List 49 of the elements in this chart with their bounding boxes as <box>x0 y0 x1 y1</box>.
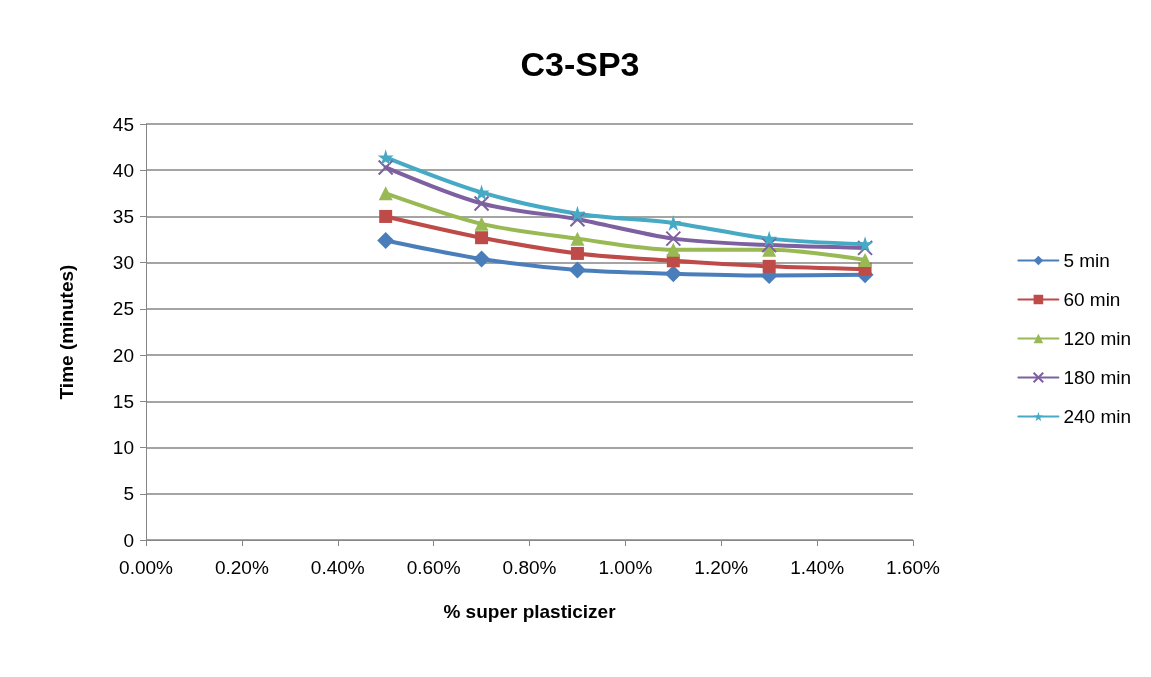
point <box>761 237 778 254</box>
legend-label: 60 min <box>1063 289 1121 310</box>
y-tick-label: 10 <box>112 437 134 459</box>
y-tick-label: 20 <box>112 344 134 366</box>
y-tick-label: 45 <box>112 113 134 135</box>
x-tick-label: 1.60% <box>886 557 941 578</box>
point <box>858 252 873 267</box>
point <box>570 246 584 260</box>
point <box>377 159 394 176</box>
x-tick-label: 0.60% <box>406 557 461 578</box>
point <box>377 231 395 249</box>
y-tick-label: 40 <box>112 159 134 181</box>
point <box>568 261 586 279</box>
y-tick-label: 30 <box>112 252 134 274</box>
point <box>378 186 393 201</box>
y-tick-label: 0 <box>123 529 134 551</box>
point <box>473 195 490 212</box>
x-tick-label: 1.20% <box>694 557 749 578</box>
point <box>377 149 394 166</box>
point <box>475 231 489 245</box>
point <box>379 209 393 223</box>
x-tick-label: 0.20% <box>214 557 269 578</box>
point <box>570 231 585 246</box>
point <box>666 242 681 257</box>
x-tick-label: 0.40% <box>310 557 365 578</box>
point <box>762 259 776 273</box>
y-tick-label: 15 <box>112 390 134 412</box>
x-tick-label: 0.80% <box>502 557 557 578</box>
y-tick-label: 5 <box>123 483 134 505</box>
x-tick-label: 0.00% <box>119 557 174 578</box>
legend-label: 180 min <box>1063 367 1132 388</box>
point <box>474 216 489 231</box>
point <box>665 230 682 247</box>
legend-label: 5 min <box>1063 250 1110 271</box>
y-tick-label: 35 <box>112 205 134 227</box>
point <box>473 250 491 268</box>
legend-label: 120 min <box>1063 328 1132 349</box>
y-tick-label: 25 <box>112 298 134 320</box>
point <box>761 230 778 247</box>
legend-label: 240 min <box>1063 406 1132 427</box>
x-axis-title: % super plasticizer <box>443 601 617 622</box>
point <box>664 265 682 283</box>
chart-title: C3-SP3 <box>520 45 640 83</box>
point <box>569 211 586 228</box>
point <box>569 205 586 222</box>
y-axis-title: Time (minutes) <box>56 264 77 400</box>
point <box>473 184 490 201</box>
x-tick-label: 1.40% <box>790 557 845 578</box>
x-tick-label: 1.00% <box>598 557 653 578</box>
